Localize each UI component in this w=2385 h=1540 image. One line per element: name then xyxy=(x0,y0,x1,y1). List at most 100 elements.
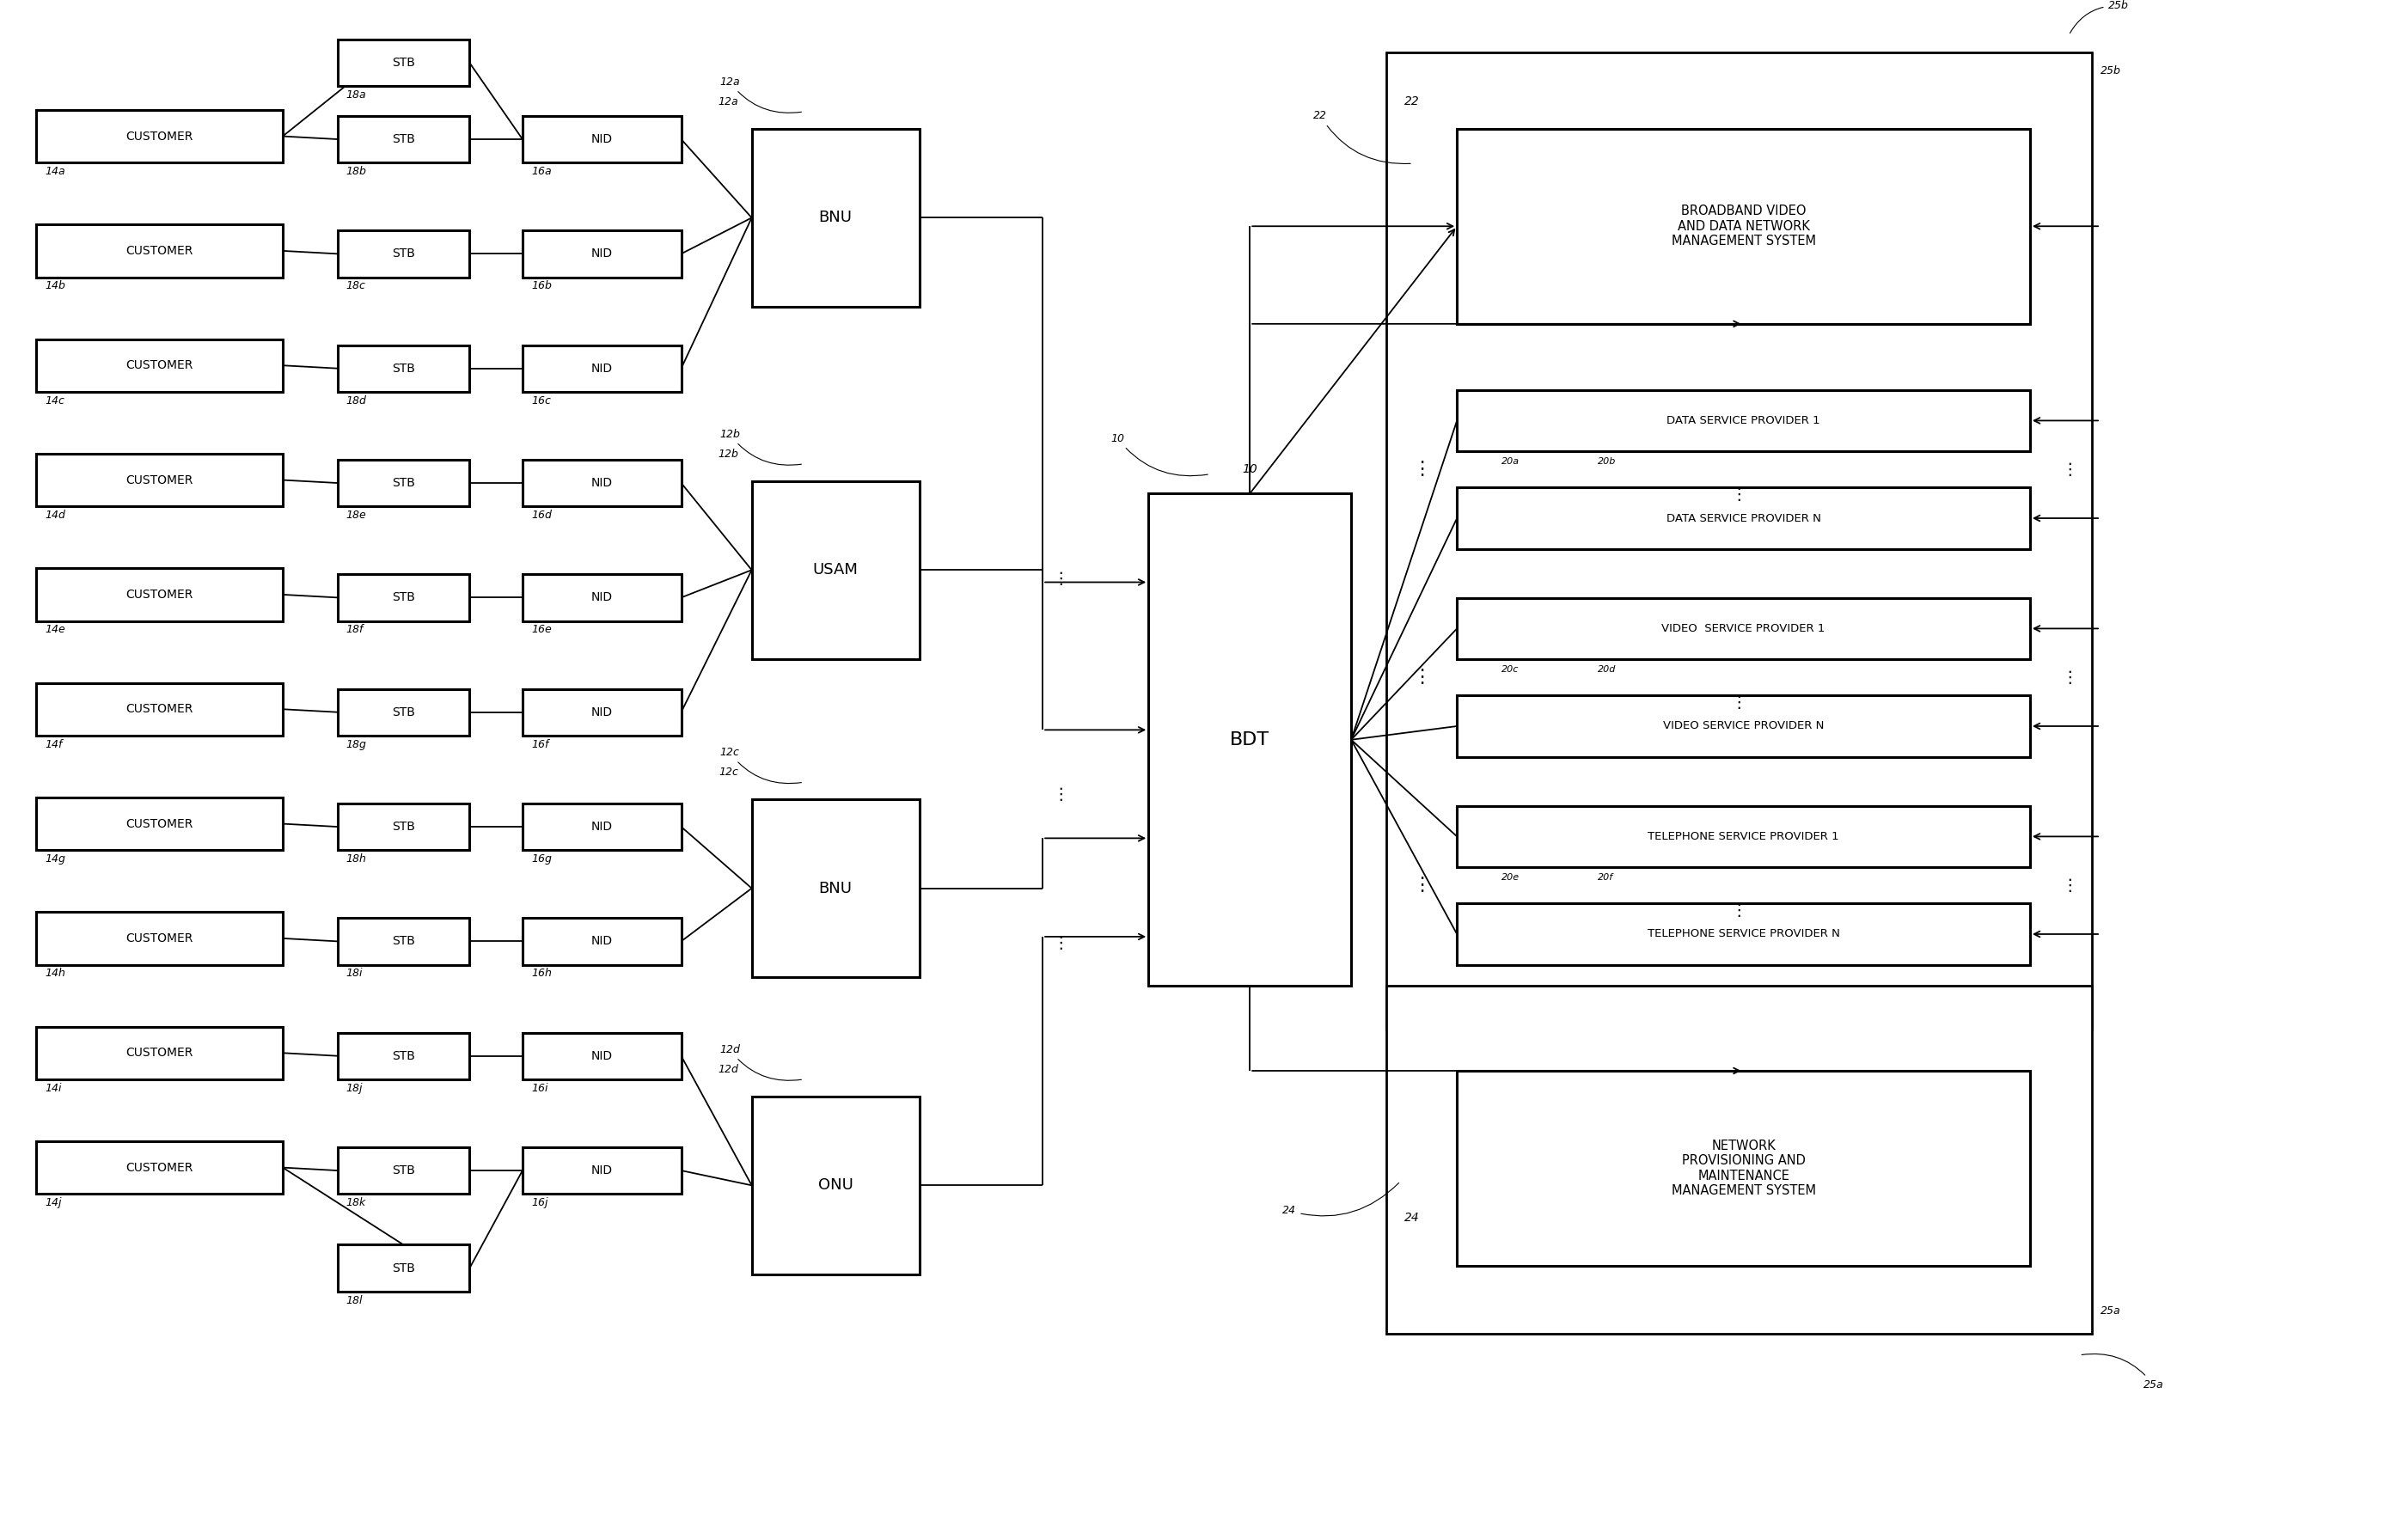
Bar xyxy=(1150,494,1352,986)
Text: NID: NID xyxy=(591,362,613,374)
Bar xyxy=(1457,1070,2030,1266)
Text: STB: STB xyxy=(391,935,415,947)
Bar xyxy=(751,480,918,659)
Text: CUSTOMER: CUSTOMER xyxy=(126,1161,193,1173)
Text: CUSTOMER: CUSTOMER xyxy=(126,245,193,257)
Text: 24: 24 xyxy=(1283,1183,1400,1217)
Text: 18j: 18j xyxy=(346,1083,363,1093)
Text: 14f: 14f xyxy=(45,739,62,750)
Bar xyxy=(1457,488,2030,548)
Text: 14i: 14i xyxy=(45,1083,62,1093)
Text: CUSTOMER: CUSTOMER xyxy=(126,818,193,830)
Text: 12d: 12d xyxy=(718,1064,739,1075)
Text: 18i: 18i xyxy=(346,969,363,979)
Text: STB: STB xyxy=(391,57,415,69)
Text: 18c: 18c xyxy=(346,280,365,291)
Text: NID: NID xyxy=(591,134,613,145)
Text: STB: STB xyxy=(391,1050,415,1063)
Text: DATA SERVICE PROVIDER N: DATA SERVICE PROVIDER N xyxy=(1667,513,1820,524)
Text: STB: STB xyxy=(391,591,415,604)
Text: CUSTOMER: CUSTOMER xyxy=(126,1047,193,1060)
Text: ⋮: ⋮ xyxy=(2061,878,2077,893)
Text: 18f: 18f xyxy=(346,624,363,636)
Text: 16j: 16j xyxy=(532,1197,549,1209)
Text: NID: NID xyxy=(591,707,613,718)
Bar xyxy=(336,40,470,86)
Text: ⋮: ⋮ xyxy=(1052,787,1068,802)
Text: 14h: 14h xyxy=(45,969,64,979)
Text: CUSTOMER: CUSTOMER xyxy=(126,359,193,371)
Text: STB: STB xyxy=(391,707,415,718)
Bar xyxy=(1457,598,2030,659)
Text: 18b: 18b xyxy=(346,166,367,177)
Text: CUSTOMER: CUSTOMER xyxy=(126,474,193,487)
Text: BDT: BDT xyxy=(1231,731,1269,748)
Bar xyxy=(336,688,470,736)
Text: 16d: 16d xyxy=(532,510,551,521)
Text: 14e: 14e xyxy=(45,624,64,636)
Bar xyxy=(336,1033,470,1080)
Bar xyxy=(36,454,284,507)
Text: 10: 10 xyxy=(1243,464,1257,474)
Text: 14j: 14j xyxy=(45,1197,62,1209)
Text: ⋮: ⋮ xyxy=(1412,876,1431,893)
Text: STB: STB xyxy=(391,1164,415,1177)
Text: STB: STB xyxy=(391,134,415,145)
Text: BNU: BNU xyxy=(818,209,851,225)
Bar xyxy=(36,109,284,163)
Text: TELEPHONE SERVICE PROVIDER N: TELEPHONE SERVICE PROVIDER N xyxy=(1648,929,1839,939)
Bar xyxy=(36,682,284,736)
Text: ⋮: ⋮ xyxy=(1732,902,1748,919)
Text: 16h: 16h xyxy=(532,969,551,979)
Text: STB: STB xyxy=(391,821,415,833)
Text: NETWORK
PROVISIONING AND
MAINTENANCE
MANAGEMENT SYSTEM: NETWORK PROVISIONING AND MAINTENANCE MAN… xyxy=(1672,1140,1815,1197)
Bar xyxy=(1386,986,2092,1334)
Text: 12c: 12c xyxy=(718,767,739,778)
Text: ONU: ONU xyxy=(818,1178,854,1194)
Bar xyxy=(522,1147,682,1194)
Text: 20f: 20f xyxy=(1598,873,1615,881)
Text: ⋮: ⋮ xyxy=(1412,668,1431,685)
Bar xyxy=(336,1147,470,1194)
Text: ⋮: ⋮ xyxy=(2061,462,2077,477)
Bar xyxy=(522,459,682,507)
Text: 12a: 12a xyxy=(718,95,739,108)
Text: 20c: 20c xyxy=(1500,665,1519,673)
Bar xyxy=(1457,129,2030,323)
Bar xyxy=(36,225,284,277)
Text: CUSTOMER: CUSTOMER xyxy=(126,704,193,715)
Text: 12d: 12d xyxy=(720,1044,801,1081)
Text: 16c: 16c xyxy=(532,396,551,407)
Text: CUSTOMER: CUSTOMER xyxy=(126,588,193,601)
Bar xyxy=(522,1033,682,1080)
Text: DATA SERVICE PROVIDER 1: DATA SERVICE PROVIDER 1 xyxy=(1667,414,1820,427)
Text: VIDEO  SERVICE PROVIDER 1: VIDEO SERVICE PROVIDER 1 xyxy=(1662,624,1825,634)
Bar xyxy=(751,799,918,978)
Text: ⋮: ⋮ xyxy=(2061,670,2077,685)
Text: USAM: USAM xyxy=(813,562,859,578)
Bar xyxy=(522,688,682,736)
Text: 20e: 20e xyxy=(1500,873,1519,881)
Bar xyxy=(336,574,470,621)
Text: 16a: 16a xyxy=(532,166,551,177)
Text: 16f: 16f xyxy=(532,739,549,750)
Text: 22: 22 xyxy=(1405,95,1419,108)
Text: 18k: 18k xyxy=(346,1197,367,1209)
Text: NID: NID xyxy=(591,821,613,833)
Text: 14c: 14c xyxy=(45,396,64,407)
Text: 16e: 16e xyxy=(532,624,551,636)
Text: 14a: 14a xyxy=(45,166,64,177)
Text: 16b: 16b xyxy=(532,280,551,291)
Text: 12c: 12c xyxy=(720,747,801,784)
Text: BROADBAND VIDEO
AND DATA NETWORK
MANAGEMENT SYSTEM: BROADBAND VIDEO AND DATA NETWORK MANAGEM… xyxy=(1672,205,1815,248)
Bar xyxy=(1457,390,2030,451)
Text: 25a: 25a xyxy=(2101,1306,2120,1317)
Bar xyxy=(1457,805,2030,867)
Bar xyxy=(36,568,284,621)
Text: NID: NID xyxy=(591,477,613,490)
Bar xyxy=(36,912,284,964)
Bar xyxy=(336,116,470,163)
Text: 25b: 25b xyxy=(2101,65,2120,75)
Text: 22: 22 xyxy=(1314,111,1410,163)
Bar xyxy=(36,798,284,850)
